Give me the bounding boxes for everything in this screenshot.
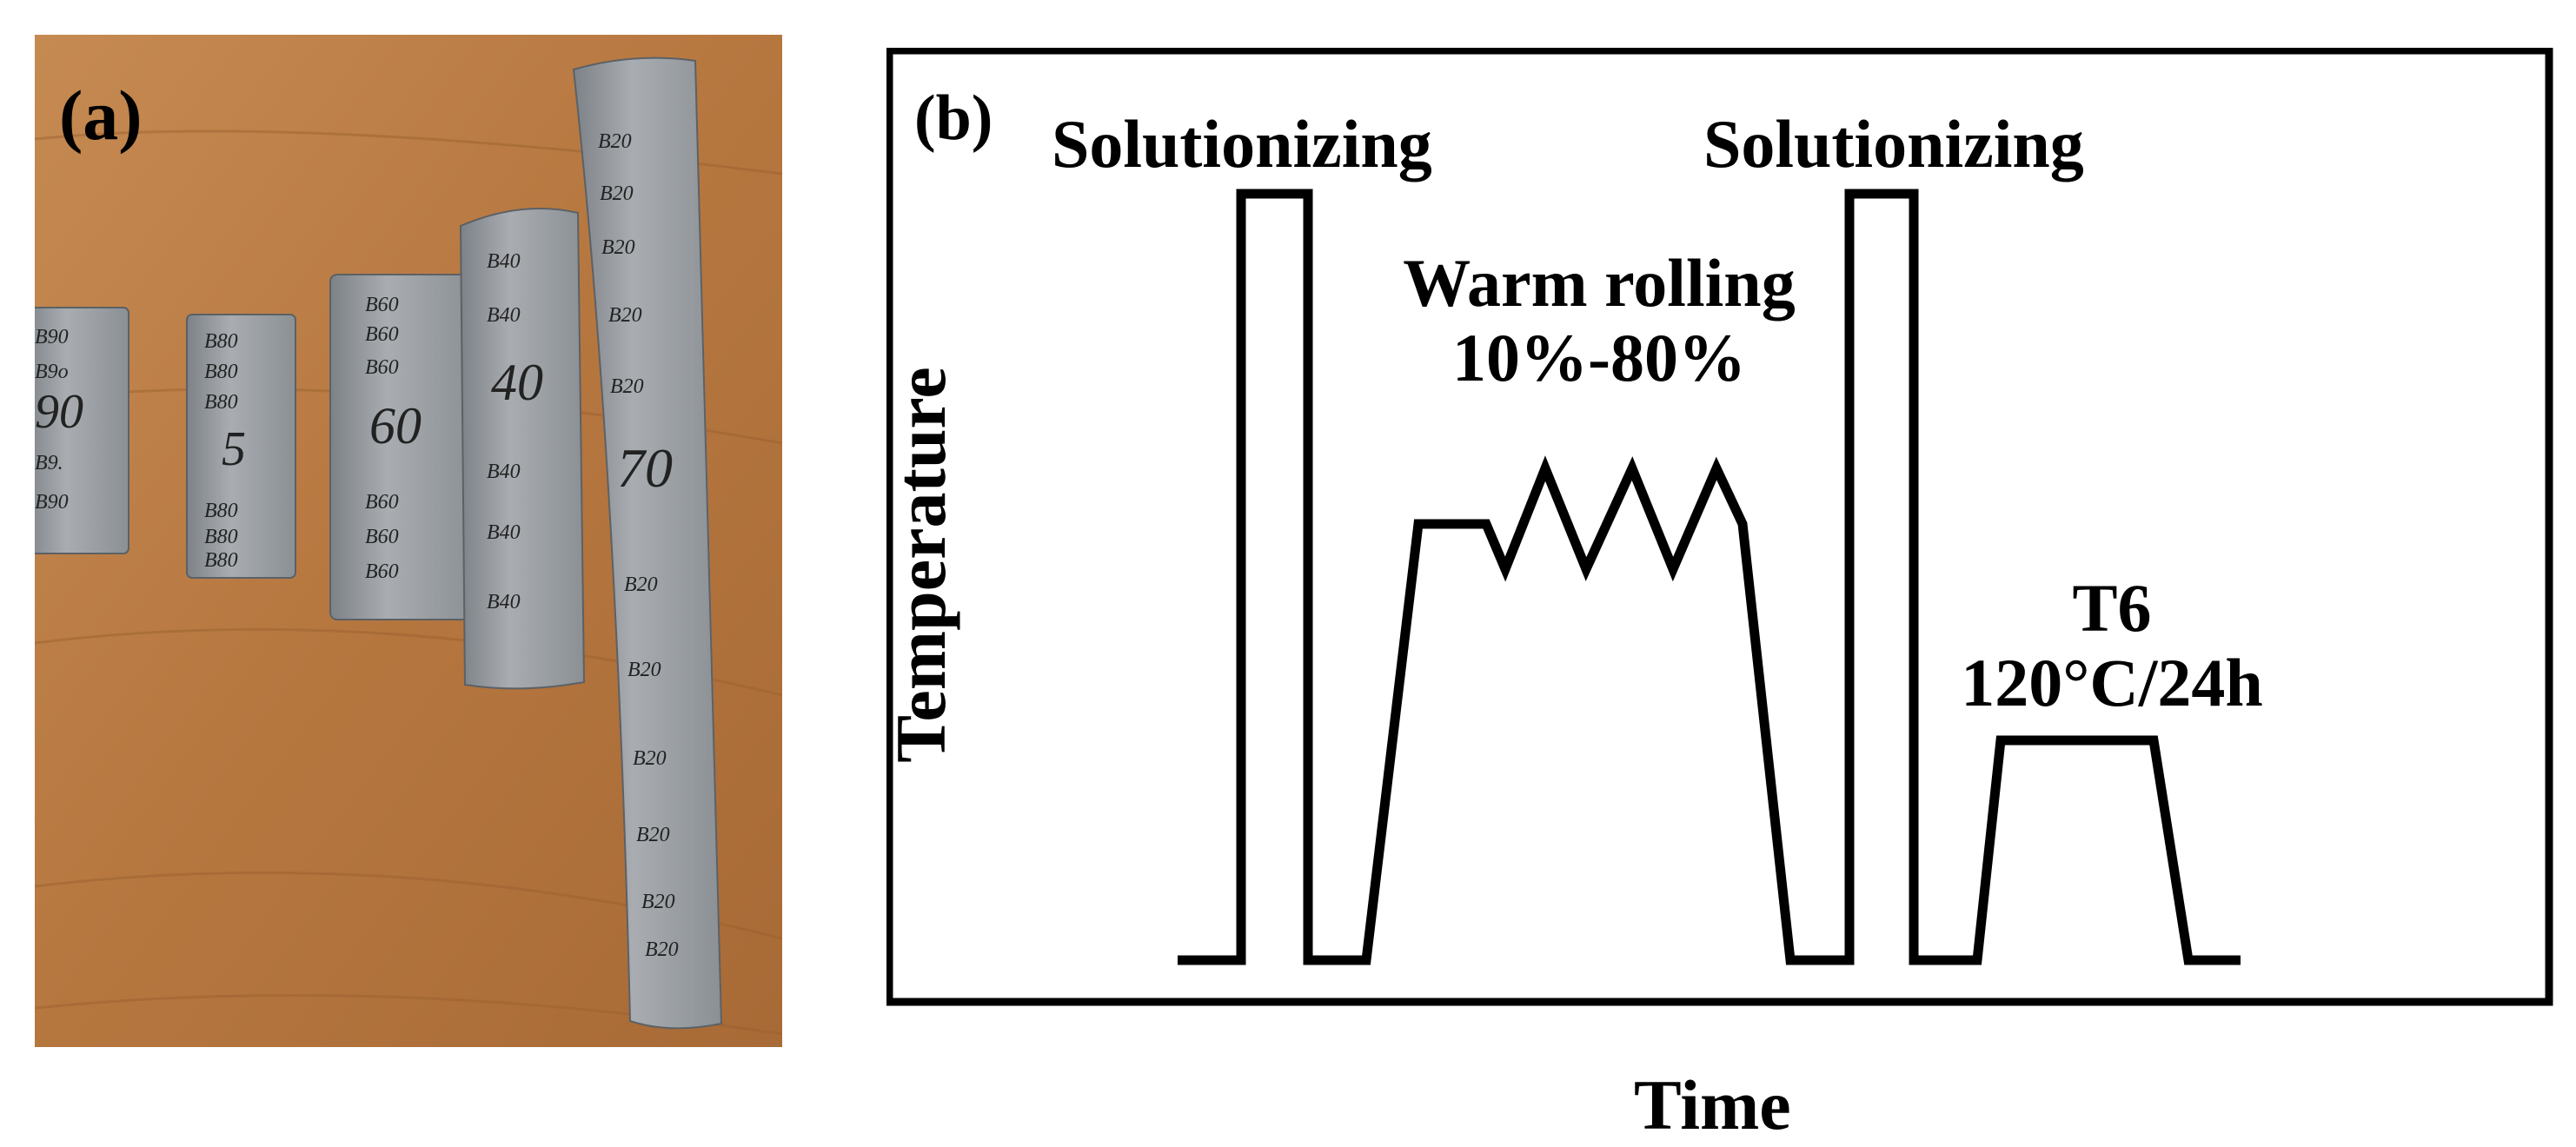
- process-diagram: (b) Solutionizing Solutionizing Warm rol…: [881, 48, 2564, 1147]
- strip-mark: B90: [35, 326, 69, 348]
- schedule-plot: [886, 48, 2553, 1006]
- y-axis-label: Temperature: [881, 367, 960, 763]
- strip-mark: 5: [222, 422, 246, 476]
- strip-mark: B20: [645, 938, 679, 961]
- solutionizing-label: Solutionizing: [1703, 106, 2084, 182]
- photo-panel: B90 B9o 90 B9. B90 B80 B80 B80 5 B80 B80…: [35, 35, 782, 1047]
- strip-mark: B80: [204, 549, 238, 572]
- strip-mark: B80: [204, 330, 238, 353]
- strip-mark: 90: [35, 385, 83, 439]
- strip-mark: B20: [598, 130, 632, 153]
- x-axis-label: Time: [1634, 1065, 1791, 1144]
- warm-rolling-label: Warm rolling 10%-80%: [1356, 246, 1842, 395]
- strip-mark: B20: [641, 891, 675, 913]
- t6-title: T6: [2072, 570, 2152, 646]
- strip-mark: B90: [35, 491, 69, 514]
- temperature-profile: [1178, 189, 2241, 965]
- t6-label: T6 120°C/24h: [1912, 571, 2312, 720]
- strips-photo: B90 B9o 90 B9. B90 B80 B80 B80 5 B80 B80…: [35, 35, 782, 1047]
- strip-mark: B60: [365, 560, 399, 583]
- strip-mark: B40: [487, 591, 521, 613]
- strip-mark: B60: [365, 491, 399, 514]
- metal-strips: [35, 56, 723, 1030]
- strip-b20: [572, 56, 723, 1030]
- t6-condition: 120°C/24h: [1961, 644, 2263, 720]
- strip-mark: B80: [204, 500, 238, 522]
- warm-rolling-range: 10%-80%: [1452, 319, 1746, 395]
- strip-b90: [35, 307, 129, 554]
- strip-mark: B80: [204, 526, 238, 548]
- strip-mark: B20: [600, 182, 634, 205]
- plot-frame: [886, 48, 2553, 1006]
- strip-mark: B40: [487, 250, 521, 273]
- strip-mark: B60: [365, 526, 399, 548]
- strip-mark: B9.: [35, 452, 63, 474]
- panel-a-label: (a): [59, 76, 143, 155]
- strip-mark: B40: [487, 304, 521, 327]
- strip-b80: [186, 314, 296, 579]
- strip-mark: B20: [610, 375, 644, 398]
- strip-mark: B60: [365, 356, 399, 379]
- solutionizing-label: Solutionizing: [1052, 106, 1432, 182]
- strip-mark: B40: [487, 461, 521, 483]
- strip-mark: B40: [487, 521, 521, 544]
- strip-mark: 60: [369, 397, 422, 454]
- strip-mark: B20: [636, 824, 670, 846]
- panel-b-label: (b): [914, 83, 993, 154]
- strip-mark: B80: [204, 391, 238, 414]
- strip-mark: B60: [365, 323, 399, 346]
- strip-mark: 70: [617, 437, 673, 499]
- strip-mark: B20: [633, 747, 667, 770]
- strip-mark: B80: [204, 361, 238, 383]
- strip-b40: [459, 208, 586, 690]
- strip-mark: 40: [491, 354, 543, 411]
- strip-mark: B20: [624, 574, 658, 596]
- warm-rolling-title: Warm rolling: [1403, 245, 1796, 321]
- strip-mark: B20: [608, 304, 642, 327]
- strip-mark: B60: [365, 294, 399, 316]
- strip-mark: B20: [601, 236, 635, 259]
- strip-mark: B9o: [35, 361, 69, 383]
- strip-mark: B20: [627, 659, 661, 681]
